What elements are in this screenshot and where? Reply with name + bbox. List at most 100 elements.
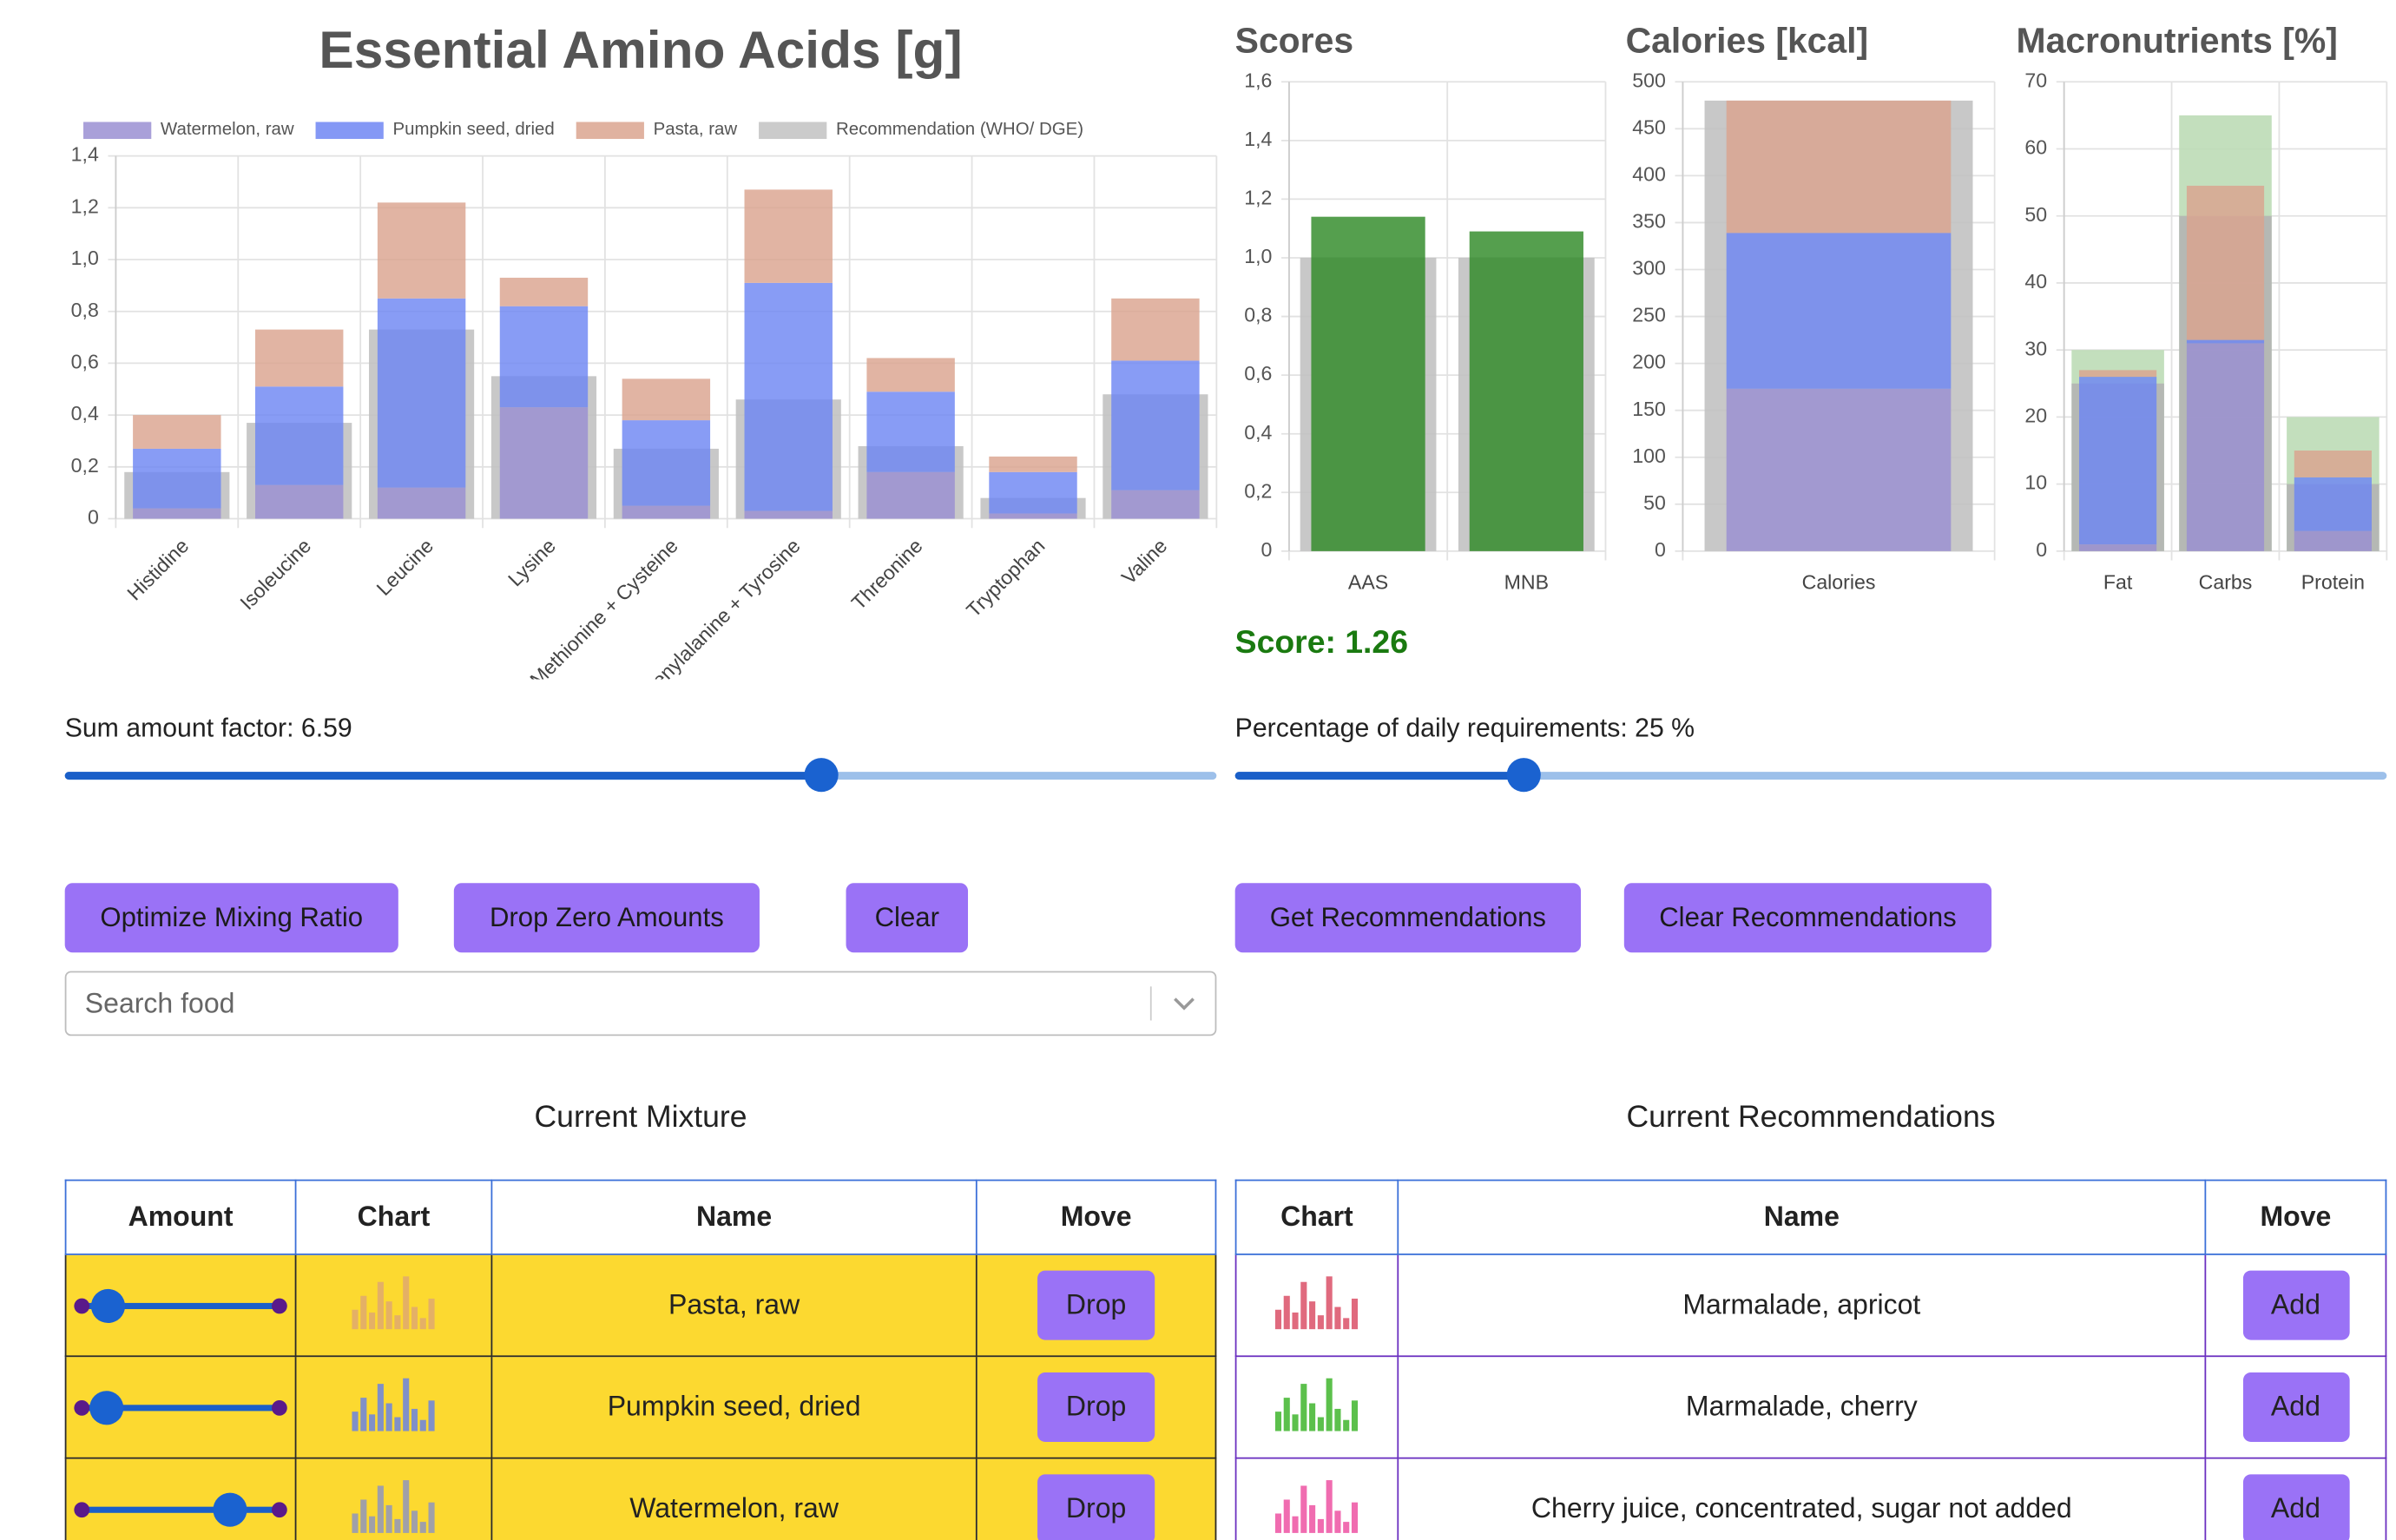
add-button[interactable]: Add [2242,1372,2349,1442]
mini-bar [377,1384,384,1431]
bar [2294,530,2372,551]
x-tick-label: Histidine [122,534,193,604]
bar [1726,100,1952,234]
y-tick-label: 50 [2024,203,2047,226]
mini-bar [385,1504,392,1533]
slider-fill [64,772,822,780]
amount-slider[interactable] [68,1486,293,1532]
move-cell: Add [2204,1355,2387,1459]
mini-bar [1343,1522,1350,1533]
slider-fill [1234,772,1524,780]
button[interactable]: Get Recommendations [1234,883,1582,953]
mini-bar [1274,1309,1282,1330]
y-tick-label: 200 [1632,351,1666,373]
chart-title: Essential Amino Acids [g] [319,20,962,79]
button[interactable]: Clear Recommendations [1623,883,1992,953]
search-placeholder: Search food [84,988,235,1019]
bar [2294,477,2372,531]
amount-cell [64,1355,297,1459]
y-tick-label: 350 [1632,210,1666,233]
move-cell: Drop [975,1457,1217,1540]
y-tick-label: 40 [2024,270,2047,293]
bar [622,420,711,506]
slider-knob[interactable] [1506,758,1541,793]
mini-bar [1326,1480,1333,1533]
bar [2186,185,2265,340]
header: Move [2204,1179,2387,1255]
mini-bar [419,1522,426,1533]
y-tick-label: 0,4 [71,402,99,424]
y-tick-label: 0,2 [71,454,99,477]
amount-slider[interactable] [68,1384,293,1430]
mini-bar [352,1513,359,1533]
name-cell: Cherry juice, concentrated, sugar not ad… [1397,1457,2207,1540]
drop-button[interactable]: Drop [1037,1270,1155,1340]
bar [254,386,344,485]
mini-bar [360,1398,367,1431]
add-button[interactable]: Add [2242,1474,2349,1540]
mini-bar [1317,1518,1324,1533]
mini-bar [428,1400,435,1431]
chart-title: Macronutrients [%] [2017,21,2338,61]
x-tick-label: Protein [2301,570,2365,593]
mini-bar [1326,1276,1333,1330]
y-tick-label: 0 [88,506,99,529]
y-tick-label: 70 [2024,69,2047,91]
y-tick-label: 1,0 [71,247,99,269]
chart-title: Calories [kcal] [1626,21,1869,61]
name-cell: Pumpkin seed, dried [490,1355,977,1459]
bar [1111,490,1200,519]
add-button[interactable]: Add [2242,1270,2349,1340]
bar [2294,451,2372,477]
mini-bar [403,1480,410,1533]
move-cell: Drop [975,1355,1217,1459]
y-tick-label: 20 [2024,405,2047,427]
button[interactable]: Drop Zero Amounts [453,883,760,953]
mini-bar [1283,1398,1290,1431]
mini-bar [1283,1499,1290,1533]
bar [1726,233,1952,389]
bar [499,277,589,306]
mini-bar [411,1510,418,1533]
table-title: Current Mixture [534,1100,747,1135]
move-cell: Add [2204,1457,2387,1540]
y-tick-label: 0,4 [1244,421,1272,444]
header: Name [490,1179,977,1255]
bar [133,508,221,519]
mini-bar [1334,1306,1341,1330]
header: Move [975,1179,1217,1255]
button[interactable]: Clear [846,883,969,953]
mini-bar [1351,1400,1359,1431]
mini-bar [369,1414,376,1431]
y-tick-label: 0 [1655,538,1666,561]
divider [1149,986,1152,1021]
bar [622,378,711,421]
y-tick-label: 10 [2024,471,2047,494]
chart-cell [1234,1254,1399,1358]
mini-bar [1300,1384,1307,1431]
bar [989,513,1077,519]
amount-slider[interactable] [68,1282,293,1328]
mini-bar [394,1315,401,1330]
bar [133,448,221,509]
bar [989,456,1077,472]
legend-swatch [83,122,152,140]
mini-bar [411,1408,418,1431]
search-box[interactable]: Search food [64,971,1217,1037]
mini-bar [1309,1403,1316,1431]
mini-chart [1274,1480,1359,1533]
slider-knob[interactable] [804,758,839,793]
y-tick-label: 0,2 [1244,479,1272,502]
button[interactable]: Optimize Mixing Ratio [64,883,398,953]
mini-bar [1351,1502,1359,1533]
drop-button[interactable]: Drop [1037,1474,1155,1540]
y-tick-label: 1,6 [1244,69,1272,91]
drop-button[interactable]: Drop [1037,1372,1155,1442]
mini-bar [385,1403,392,1431]
recommendations-table: Chart Name Move Marmalade, apricot Add M… [1234,1179,2387,1540]
legend-swatch [315,122,384,140]
mixture-table: Amount Chart Name Move Pasta, raw Drop P… [64,1179,1217,1540]
mini-bar [1300,1281,1307,1330]
mini-bar [428,1502,435,1533]
